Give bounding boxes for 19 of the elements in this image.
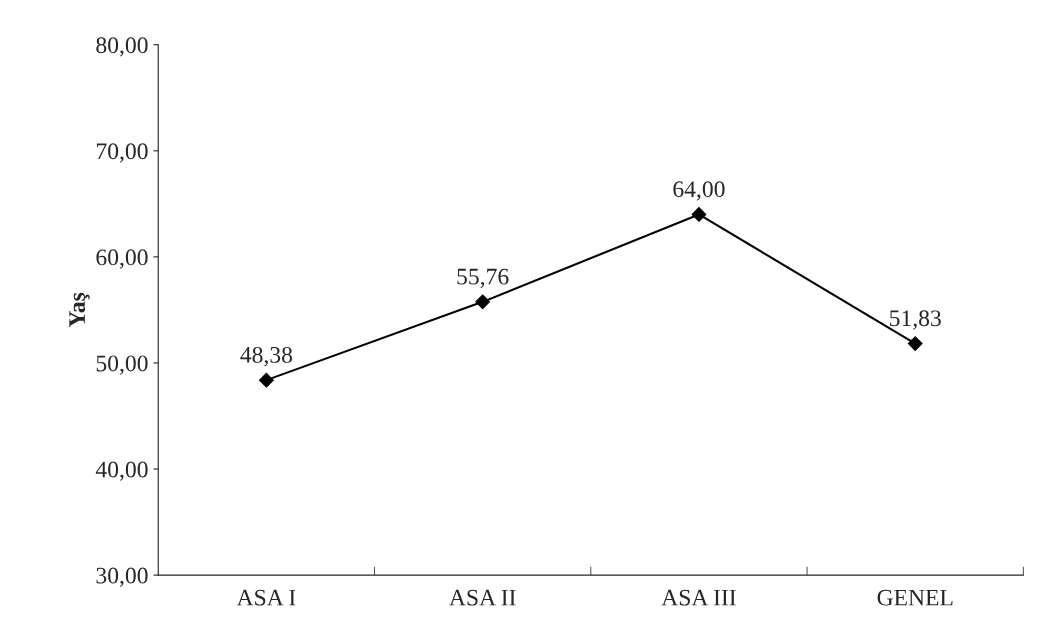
y-tick-label: 30,00 [96,567,148,587]
data-label: 55,76 [457,268,509,288]
data-label: 48,38 [240,346,293,367]
point [258,372,274,388]
x-tick-label: ASA III [661,589,736,606]
y-axis-title: Yaş [69,292,90,328]
x-tick-label: ASA II [449,589,516,606]
x-tick-label: GENEL [877,589,953,606]
y-tick-label: 60,00 [96,249,148,269]
y-tick-label: 80,00 [96,37,148,57]
x-tick-label: ASA I [236,589,296,606]
point [475,294,491,310]
point [691,207,707,222]
y-tick-label: 70,00 [96,143,148,163]
point [907,336,923,351]
y-tick-label: 50,00 [96,355,148,375]
data-label: 64,00 [673,181,725,201]
data-label: 51,83 [890,310,941,330]
y-tick-label: 40,00 [95,461,148,481]
